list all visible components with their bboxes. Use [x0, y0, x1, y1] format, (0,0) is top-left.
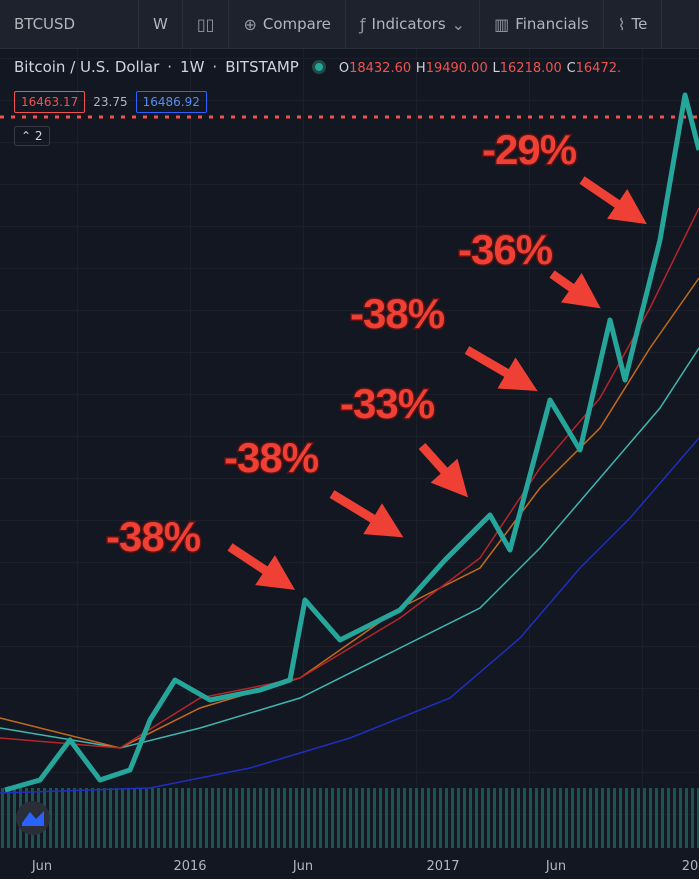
ma-blue: [0, 437, 699, 794]
annotation: -36%: [458, 226, 553, 273]
collapse-button[interactable]: ⌃ 2: [14, 126, 50, 146]
ohlc-value: 16472.: [575, 61, 622, 76]
collapse-count: 2: [34, 129, 43, 143]
candle-icon: ▯▯: [196, 14, 215, 34]
more: Te: [631, 15, 648, 33]
x-label: 20: [682, 859, 699, 874]
ohlc-key: H: [415, 61, 426, 76]
x-label: Jun: [292, 859, 313, 874]
arrow: [464, 346, 538, 392]
ohlc-value: 18432.60: [349, 61, 412, 76]
ma-red: [0, 207, 699, 749]
x-label: Jun: [545, 859, 566, 874]
ohlc: O18432.60 H19490.00 L16218.00 C16472.: [339, 58, 621, 76]
fx-icon: ƒ: [359, 14, 366, 34]
x-label: Jun: [31, 859, 52, 874]
compare: Compare: [262, 15, 331, 33]
legend: Bitcoin / U.S. Dollar · 1W · BITSTAMP O1…: [14, 58, 621, 76]
annotation: -33%: [340, 380, 435, 427]
toolbar: BTCUSD W ▯▯ ⊕ Compare ƒ Indicators ⌄ ▥ Finan…: [0, 0, 699, 49]
interval: W: [153, 15, 168, 33]
interval-button[interactable]: W: [139, 0, 183, 48]
spread: 23.75: [93, 95, 128, 109]
annotation: -29%: [482, 126, 577, 173]
annotation: -38%: [106, 513, 201, 560]
arrow: [549, 270, 601, 309]
annotation: -38%: [350, 290, 445, 337]
ohlc-value: 19490.00: [425, 61, 488, 76]
financials-button[interactable]: ▥ Financials: [480, 0, 604, 48]
indicators: Indicators: [371, 15, 446, 33]
templates-icon: ⌇: [617, 14, 626, 34]
ohlc-key: L: [492, 61, 500, 76]
arrow: [227, 543, 296, 590]
arrow: [418, 442, 469, 498]
financials: Financials: [515, 15, 589, 33]
sell-price[interactable]: 16463.17: [14, 91, 86, 113]
legend-interval: 1W: [180, 58, 205, 76]
grid: [0, 48, 699, 848]
x-label: 2016: [173, 859, 206, 874]
arrows: [227, 176, 647, 590]
ma-cyan: [0, 347, 699, 749]
symbol: BTCUSD: [14, 15, 76, 33]
chevron: ⌃: [21, 129, 35, 143]
x-axis: [0, 848, 699, 879]
volume: [0, 778, 699, 848]
indicators-button[interactable]: ƒ Indicators ⌄: [346, 0, 481, 48]
ohlc-key: O: [338, 61, 350, 76]
logo-icon: [22, 811, 44, 826]
chevron: ⌄: [451, 14, 466, 34]
compare-button[interactable]: ⊕ Compare: [229, 0, 346, 48]
separator: ·: [212, 58, 218, 76]
ohlc-key: C: [566, 61, 576, 76]
bars-icon: ▥: [494, 14, 510, 34]
chart-type-button[interactable]: ▯▯: [183, 0, 230, 48]
price-series: [4, 92, 699, 793]
symbol-name: Bitcoin / U.S. Dollar: [14, 58, 160, 76]
annotation: -38%: [224, 434, 319, 481]
plus-icon: ⊕: [243, 14, 257, 34]
buy-price[interactable]: 16486.92: [135, 91, 207, 113]
symbol-search[interactable]: BTCUSD: [0, 0, 139, 48]
arrow: [579, 176, 647, 225]
arrow: [329, 490, 404, 538]
prices: 16463.17 23.75 16486.92: [14, 91, 207, 113]
chart-area: -29% -36% -38% -33% -38% -38% Jun 2016 J…: [0, 48, 699, 879]
status-dot: [314, 63, 323, 71]
exchange: BITSTAMP: [225, 58, 299, 76]
x-label: 2017: [426, 859, 459, 874]
more-button[interactable]: ⌇ Te: [604, 0, 663, 48]
separator: ·: [167, 58, 173, 76]
ohlc-value: 16218.00: [499, 61, 562, 76]
